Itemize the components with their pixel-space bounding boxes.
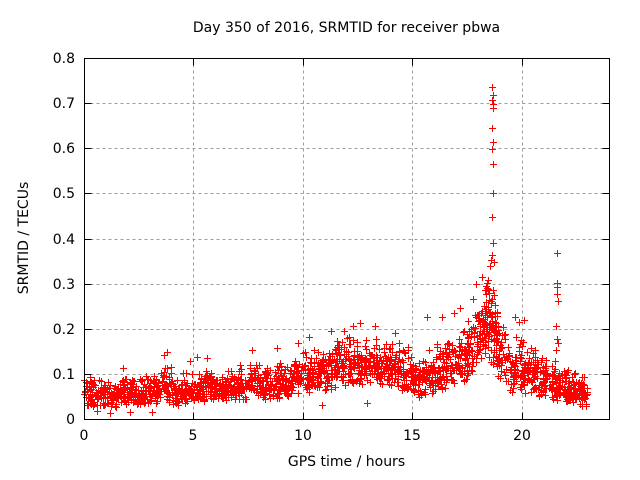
- x-tick-label: 0: [80, 428, 89, 444]
- data-points: [81, 84, 591, 417]
- y-tick-label: 0.1: [53, 367, 75, 383]
- y-tick-label: 0.6: [53, 141, 75, 157]
- y-tick-label: 0.7: [53, 96, 75, 112]
- y-tick-label: 0.5: [53, 186, 75, 202]
- y-tick-label: 0.8: [53, 51, 75, 67]
- plot-border: [84, 58, 610, 420]
- grid-lines: [84, 58, 610, 420]
- y-tick-label: 0.2: [53, 322, 75, 338]
- y-tick-label: 0.3: [53, 277, 75, 293]
- y-tick-label: 0.4: [53, 232, 75, 248]
- chart-title: Day 350 of 2016, SRMTID for receiver pbw…: [192, 20, 501, 36]
- x-tick-label: 5: [189, 428, 198, 444]
- x-tick-label: 10: [294, 428, 312, 444]
- x-tick-label: 15: [403, 428, 421, 444]
- x-axis-label: GPS time / hours: [287, 454, 406, 470]
- y-tick-label: 0: [66, 412, 75, 428]
- x-tick-label: 20: [513, 428, 531, 444]
